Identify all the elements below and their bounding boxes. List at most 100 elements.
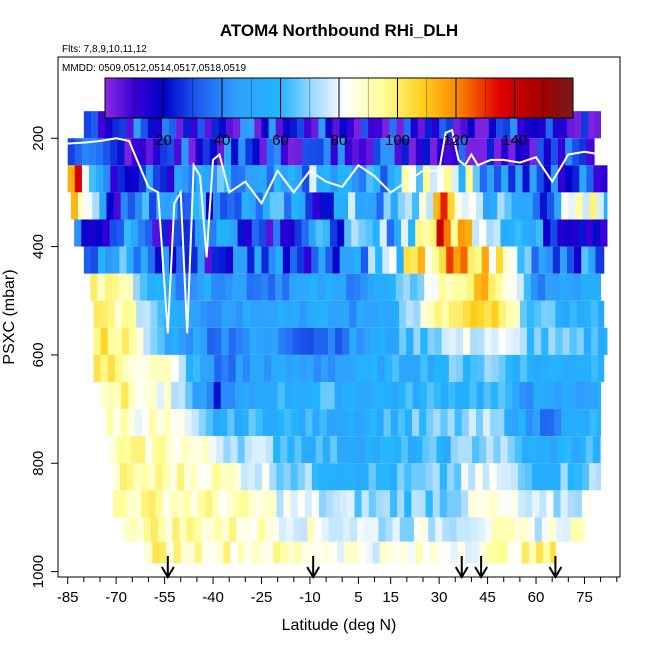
heatmap-cell [202, 541, 210, 564]
heatmap-cell [105, 246, 113, 274]
heatmap-cell [188, 138, 196, 166]
heatmap-cell [476, 382, 485, 410]
heatmap-cell [361, 490, 370, 518]
heatmap-cell [158, 517, 166, 542]
heatmap-cell [339, 273, 347, 301]
x-tick-label: 30 [431, 589, 448, 606]
heatmap-cell [278, 517, 287, 542]
heatmap-cell [240, 463, 249, 491]
heatmap-cell [328, 354, 336, 382]
heatmap-cell [136, 517, 145, 542]
colorbar-tick-label: 120 [443, 132, 468, 149]
heatmap-cell [171, 382, 179, 410]
heatmap-cell [379, 541, 388, 564]
heatmap-cell [294, 436, 302, 464]
heatmap-cell [335, 327, 343, 355]
heatmap-cell [264, 300, 272, 328]
heatmap-cell [445, 273, 454, 301]
heatmap-cell [222, 517, 230, 542]
heatmap-cell [164, 327, 173, 355]
heatmap-cell [280, 541, 288, 564]
heatmap-cell [247, 246, 255, 274]
heatmap-cell [440, 409, 448, 437]
heatmap-cell [96, 165, 104, 193]
heatmap-cell [374, 273, 383, 301]
heatmap-cell [344, 219, 352, 247]
heatmap-cell [176, 246, 184, 274]
heatmap-cell [287, 219, 295, 247]
colorbar-tick-label: 100 [385, 132, 410, 149]
heatmap-cell [191, 192, 200, 220]
heatmap-cell [585, 219, 594, 247]
heatmap-cell [486, 219, 494, 247]
heatmap-cell [276, 409, 285, 437]
heatmap-cell [583, 354, 592, 382]
heatmap-cell [252, 165, 260, 193]
heatmap-cell [443, 541, 452, 564]
heatmap-cell [211, 111, 220, 139]
heatmap-cell [512, 300, 521, 328]
heatmap-cell [479, 541, 487, 564]
heatmap-cell [561, 382, 570, 410]
heatmap-cell [566, 273, 574, 301]
heatmap-cell [321, 517, 330, 542]
heatmap-cell [386, 541, 395, 564]
flights-label: Flts: 7,8,9,10,11,12 [62, 44, 147, 55]
heatmap-cell [444, 138, 452, 166]
heatmap-cell [532, 490, 540, 518]
heatmap-cell [339, 111, 348, 139]
heatmap-cell [125, 273, 134, 301]
heatmap-cell [461, 409, 470, 437]
heatmap-cell [470, 517, 479, 542]
heatmap-cell [143, 300, 151, 328]
heatmap-cell [121, 300, 130, 328]
heatmap-cell [99, 192, 107, 220]
heatmap-cell [121, 327, 130, 355]
heatmap-cell [118, 273, 127, 301]
heatmap-cell [205, 490, 213, 518]
heatmap-cell [552, 111, 561, 139]
heatmap-cell [570, 517, 578, 542]
heatmap-cell [500, 541, 508, 564]
heatmap-cell [415, 436, 423, 464]
heatmap-cell [169, 463, 178, 491]
heatmap-cell [278, 300, 286, 328]
heatmap-cell [255, 192, 264, 220]
heatmap-cell [145, 436, 153, 464]
heatmap-cell [232, 273, 240, 301]
heatmap-cell [422, 541, 430, 564]
heatmap-cell [530, 273, 539, 301]
heatmap-cell [501, 165, 509, 193]
heatmap-cell [194, 541, 203, 564]
heatmap-cell [349, 517, 358, 542]
heatmap-cell [319, 409, 328, 437]
heatmap-cell [231, 165, 239, 193]
x-axis-label: Latitude (deg N) [282, 617, 397, 634]
heatmap-cell [233, 246, 241, 274]
heatmap-cell [443, 436, 452, 464]
heatmap-cell [434, 327, 443, 355]
heatmap-cell [308, 436, 317, 464]
colorbar-tick-label: 80 [331, 132, 348, 149]
heatmap-cell [160, 165, 168, 193]
heatmap-cell [330, 165, 339, 193]
heatmap-cell [454, 192, 463, 220]
heatmap-cell [256, 382, 264, 410]
heatmap-cell [546, 490, 554, 518]
heatmap-cell [306, 354, 315, 382]
heatmap-cell [121, 354, 130, 382]
heatmap-cell [205, 409, 214, 437]
heatmap-cell [519, 300, 528, 328]
heatmap-cell [311, 246, 319, 274]
heatmap-cell [251, 436, 260, 464]
heatmap-cell [180, 541, 189, 564]
heatmap-cell [541, 354, 549, 382]
heatmap-cell [216, 219, 224, 247]
heatmap-cell [356, 354, 364, 382]
heatmap-cell [500, 219, 508, 247]
profile-arrows [160, 556, 563, 579]
heatmap-cell [483, 192, 491, 220]
heatmap-cell [554, 409, 562, 437]
heatmap-cell [200, 517, 209, 542]
heatmap-cell [564, 219, 572, 247]
